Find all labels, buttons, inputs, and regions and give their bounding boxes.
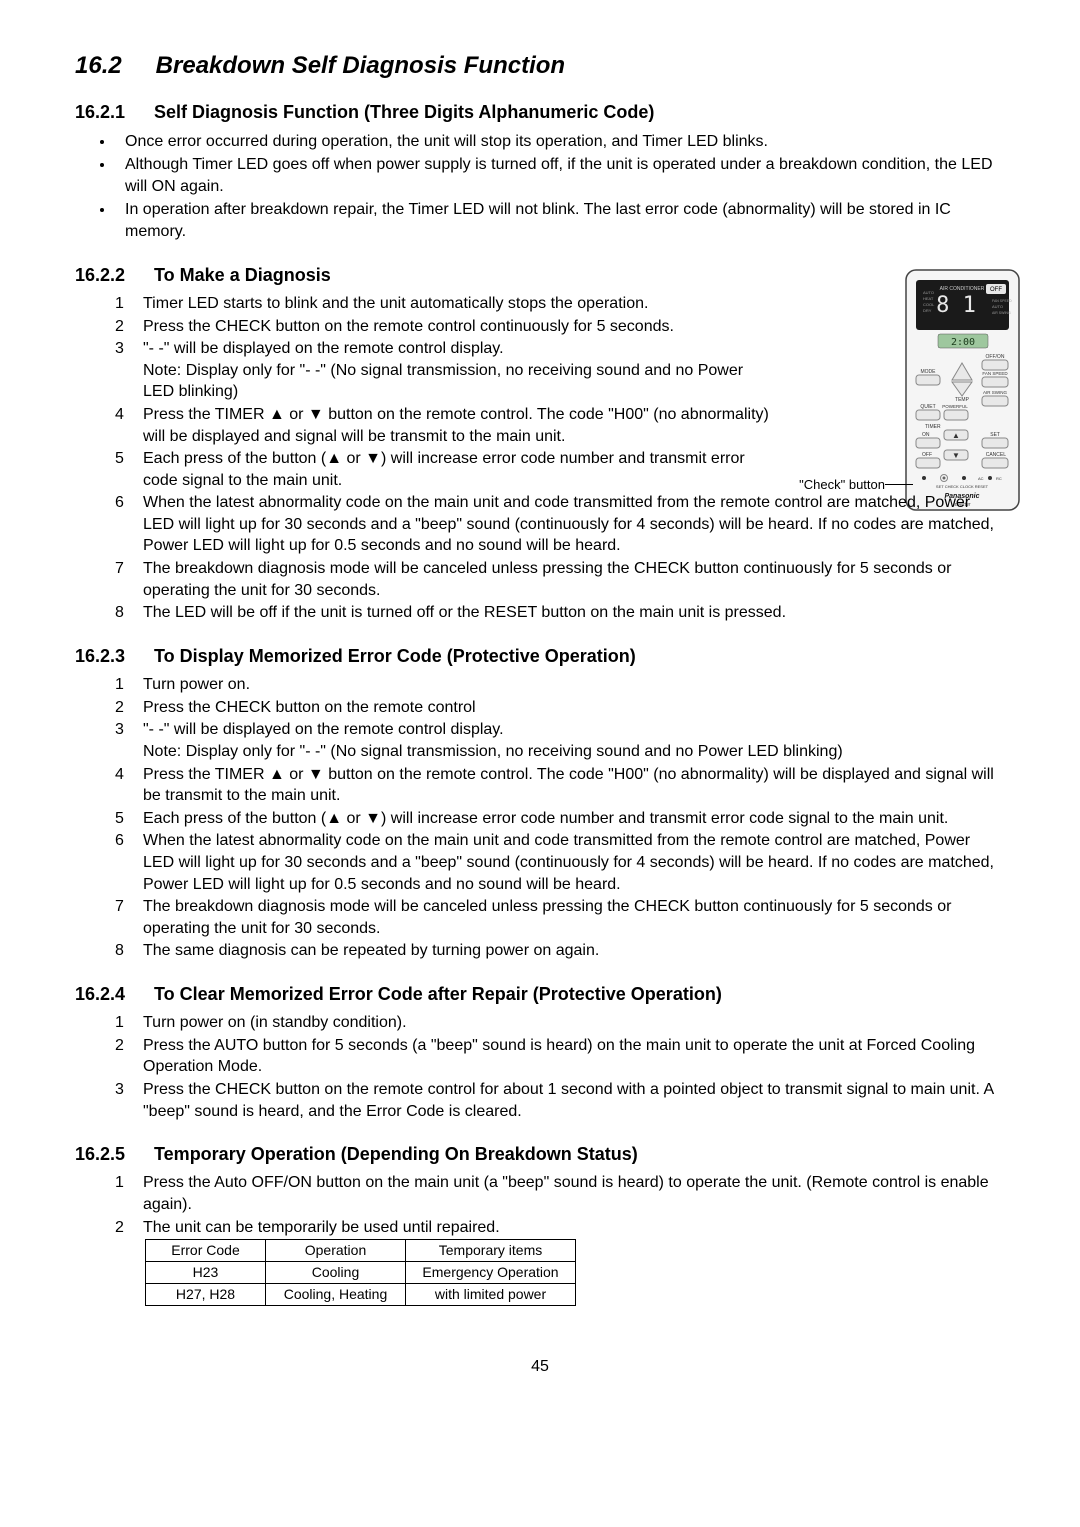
subsection-1-title: 16.2.1 Self Diagnosis Function (Three Di… (75, 100, 1005, 124)
table-cell: with limited power (406, 1284, 576, 1306)
temporary-operation-table: Error Code Operation Temporary items H23… (145, 1239, 576, 1306)
svg-text:POWERFUL: POWERFUL (942, 404, 968, 409)
subsection-5-title: 16.2.5 Temporary Operation (Depending On… (75, 1142, 1005, 1166)
svg-text:DRY: DRY (923, 308, 932, 313)
subsection-2: 16.2.2 To Make a Diagnosis "Check" butto… (75, 263, 1005, 624)
list-item: "- -" will be displayed on the remote co… (115, 338, 775, 403)
page-number: 45 (75, 1356, 1005, 1378)
svg-text:COOL: COOL (923, 302, 935, 307)
subsection-4: 16.2.4 To Clear Memorized Error Code aft… (75, 982, 1005, 1122)
section-number: 16.2 (75, 50, 149, 82)
subsection-3: 16.2.3 To Display Memorized Error Code (… (75, 644, 1005, 962)
table-row: H23 Cooling Emergency Operation (146, 1262, 576, 1284)
svg-text:QUIET: QUIET (920, 404, 935, 410)
table-row: H27, H28 Cooling, Heating with limited p… (146, 1284, 576, 1306)
list-item: In operation after breakdown repair, the… (115, 199, 1005, 242)
subsection-4-list: Turn power on (in standby condition). Pr… (75, 1012, 1005, 1122)
svg-text:RC: RC (996, 476, 1002, 481)
svg-text:TEMP: TEMP (955, 397, 970, 403)
table-header: Operation (266, 1240, 406, 1262)
list-item: Although Timer LED goes off when power s… (115, 154, 1005, 197)
svg-text:HEAT: HEAT (923, 296, 934, 301)
list-item: Press the TIMER ▲ or ▼ button on the rem… (115, 764, 1005, 807)
table-cell: Cooling, Heating (266, 1284, 406, 1306)
list-item: Once error occurred during operation, th… (115, 131, 1005, 153)
section-title: 16.2 Breakdown Self Diagnosis Function (75, 50, 1005, 82)
subsection-3-title: 16.2.3 To Display Memorized Error Code (… (75, 644, 1005, 668)
remote-illustration: "Check" button AIR CONDITIONER 8 1 OFF A… (795, 268, 1025, 520)
svg-text:OFF/ON: OFF/ON (986, 354, 1005, 360)
list-item: When the latest abnormality code on the … (115, 830, 1005, 895)
list-item: The unit can be temporarily be used unti… (115, 1217, 1005, 1239)
list-item: When the latest abnormality code on the … (115, 492, 1005, 557)
subsection-4-title: 16.2.4 To Clear Memorized Error Code aft… (75, 982, 1005, 1006)
subsection-3-list: Turn power on. Press the CHECK button on… (75, 674, 1005, 962)
table-header-row: Error Code Operation Temporary items (146, 1240, 576, 1262)
table-cell: H27, H28 (146, 1284, 266, 1306)
svg-text:ON: ON (922, 432, 930, 438)
subsection-1-bullets: Once error occurred during operation, th… (75, 131, 1005, 243)
svg-text:AIR SWING: AIR SWING (992, 311, 1011, 315)
section-title-text: Breakdown Self Diagnosis Function (156, 52, 565, 79)
svg-text:AUTO: AUTO (923, 290, 934, 295)
svg-text:FAN SPEED: FAN SPEED (982, 371, 1008, 376)
list-item: Each press of the button (▲ or ▼) will i… (115, 808, 1005, 830)
svg-text:▲: ▲ (952, 431, 960, 440)
list-item: Each press of the button (▲ or ▼) will i… (115, 448, 775, 491)
svg-text:CANCEL: CANCEL (986, 452, 1007, 458)
svg-text:SET: SET (990, 432, 1000, 438)
svg-text:TIMER: TIMER (925, 424, 941, 430)
list-item: Press the Auto OFF/ON button on the main… (115, 1172, 1005, 1215)
table-cell: Cooling (266, 1262, 406, 1284)
svg-text:AIR CONDITIONER: AIR CONDITIONER (940, 286, 985, 292)
remote-control-icon: AIR CONDITIONER 8 1 OFF AUTO HEAT COOL D… (900, 268, 1025, 513)
svg-text:OFF: OFF (922, 452, 932, 458)
list-item: "- -" will be displayed on the remote co… (115, 719, 1005, 762)
svg-text:8 1: 8 1 (936, 293, 976, 318)
list-item: The breakdown diagnosis mode will be can… (115, 558, 1005, 601)
list-item: The same diagnosis can be repeated by tu… (115, 940, 1005, 962)
list-item: Turn power on. (115, 674, 1005, 696)
table-header: Temporary items (406, 1240, 576, 1262)
subsection-1: 16.2.1 Self Diagnosis Function (Three Di… (75, 100, 1005, 242)
svg-text:SET CHECK CLOCK RESET: SET CHECK CLOCK RESET (936, 484, 989, 489)
table-header: Error Code (146, 1240, 266, 1262)
check-button-label: "Check" button (799, 476, 885, 494)
subsection-5-list: Press the Auto OFF/ON button on the main… (75, 1172, 1005, 1238)
list-item: Press the CHECK button on the remote con… (115, 316, 775, 338)
list-item: Press the TIMER ▲ or ▼ button on the rem… (115, 404, 775, 447)
list-item: The LED will be off if the unit is turne… (115, 602, 1005, 624)
subsection-5: 16.2.5 Temporary Operation (Depending On… (75, 1142, 1005, 1306)
table-cell: Emergency Operation (406, 1262, 576, 1284)
list-item: Timer LED starts to blink and the unit a… (115, 293, 775, 315)
list-item: Press the CHECK button on the remote con… (115, 1079, 1005, 1122)
svg-text:AUTO: AUTO (992, 304, 1003, 309)
list-item: Turn power on (in standby condition). (115, 1012, 1005, 1034)
svg-text:MODE: MODE (921, 369, 937, 375)
svg-text:▼: ▼ (952, 451, 960, 460)
table-cell: H23 (146, 1262, 266, 1284)
svg-text:2:00: 2:00 (951, 337, 975, 348)
svg-text:AC: AC (978, 476, 984, 481)
list-item: Press the CHECK button on the remote con… (115, 697, 1005, 719)
svg-text:OFF: OFF (990, 287, 1002, 293)
svg-text:AIR SWING: AIR SWING (983, 390, 1008, 395)
list-item: The breakdown diagnosis mode will be can… (115, 896, 1005, 939)
list-item: Press the AUTO button for 5 seconds (a "… (115, 1035, 1005, 1078)
svg-text:FAN SPEED: FAN SPEED (992, 299, 1012, 303)
